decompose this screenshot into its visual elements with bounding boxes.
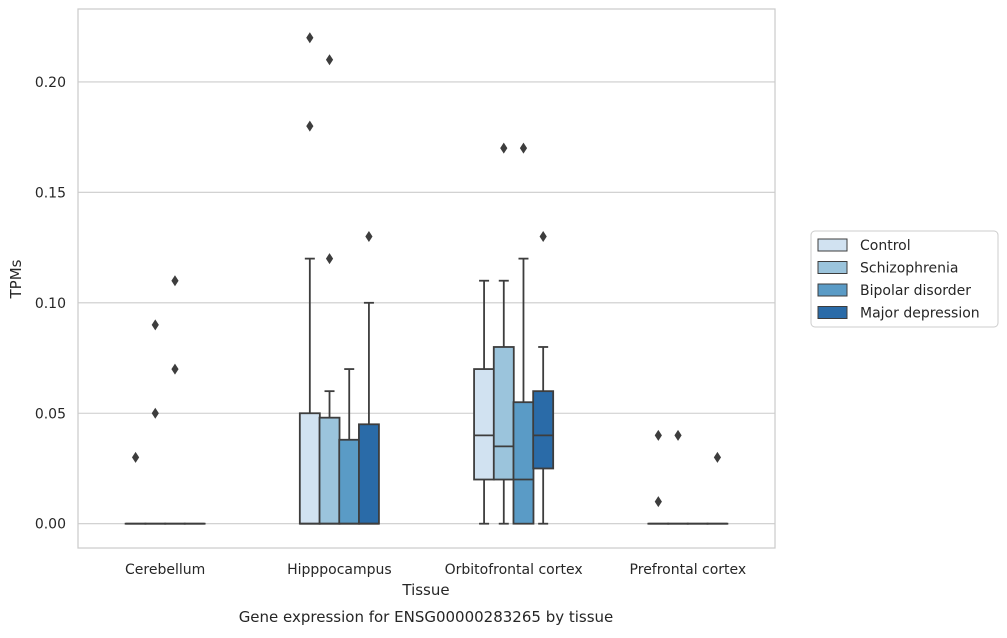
flier-point	[674, 430, 681, 441]
box-iqr	[474, 369, 494, 479]
flier-point	[152, 408, 159, 419]
chart-caption: Gene expression for ENSG00000283265 by t…	[239, 608, 614, 626]
box-iqr	[513, 402, 533, 523]
box-iqr	[300, 413, 320, 523]
y-tick-label: 0.15	[35, 185, 66, 201]
box-1-0	[300, 259, 320, 524]
legend-swatch	[818, 307, 847, 319]
flier-point	[171, 275, 178, 286]
legend-label: Control	[860, 238, 911, 254]
flier-point	[714, 452, 721, 463]
box-iqr	[320, 418, 340, 524]
y-tick-label: 0.05	[35, 406, 66, 422]
legend-swatch	[818, 239, 847, 251]
box-2-1	[494, 281, 514, 524]
legend: Control Schizophrenia Bipolar disorder Majo…	[811, 231, 998, 327]
y-tick-label: 0.20	[35, 75, 66, 91]
flier-point	[365, 231, 372, 242]
flier-point	[326, 253, 333, 264]
y-axis-ticks: 0.00 0.05 0.10 0.15 0.20	[35, 75, 66, 533]
flier-point	[655, 430, 662, 441]
flier-point	[132, 452, 139, 463]
legend-label: Bipolar disorder	[860, 283, 971, 299]
legend-label: Major depression	[860, 306, 980, 322]
grid-lines	[78, 82, 775, 524]
x-axis-label: Tissue	[401, 581, 449, 599]
flier-point	[326, 54, 333, 65]
x-tick-label: Cerebellum	[125, 562, 205, 578]
flier-point	[306, 32, 313, 43]
box-1-1	[320, 391, 340, 524]
box-groups	[126, 259, 728, 524]
y-tick-label: 0.00	[35, 517, 66, 533]
legend-swatch	[818, 284, 847, 296]
box-iqr	[494, 347, 514, 480]
y-axis-label: TPMs	[7, 259, 25, 299]
x-tick-label: Orbitofrontal cortex	[445, 562, 583, 578]
flier-point	[540, 231, 547, 242]
legend-swatch	[818, 262, 847, 274]
flier-point	[655, 496, 662, 507]
box-iqr	[339, 440, 359, 524]
legend-label: Schizophrenia	[860, 261, 958, 277]
flier-point	[520, 143, 527, 154]
x-tick-label: Hipppocampus	[287, 562, 392, 578]
x-tick-label: Prefrontal cortex	[630, 562, 747, 578]
box-2-3	[533, 347, 553, 524]
box-2-0	[474, 281, 494, 524]
box-iqr	[533, 391, 553, 468]
box-1-2	[339, 369, 359, 524]
box-2-2	[513, 259, 533, 524]
flier-points	[132, 32, 721, 507]
flier-point	[152, 319, 159, 330]
flier-point	[500, 143, 507, 154]
flier-point	[171, 364, 178, 375]
box-iqr	[359, 424, 379, 523]
flier-point	[306, 121, 313, 132]
plot-frame	[78, 9, 775, 548]
y-tick-label: 0.10	[35, 296, 66, 312]
x-axis-ticks: Cerebellum Hipppocampus Orbitofrontal cort…	[125, 562, 746, 578]
